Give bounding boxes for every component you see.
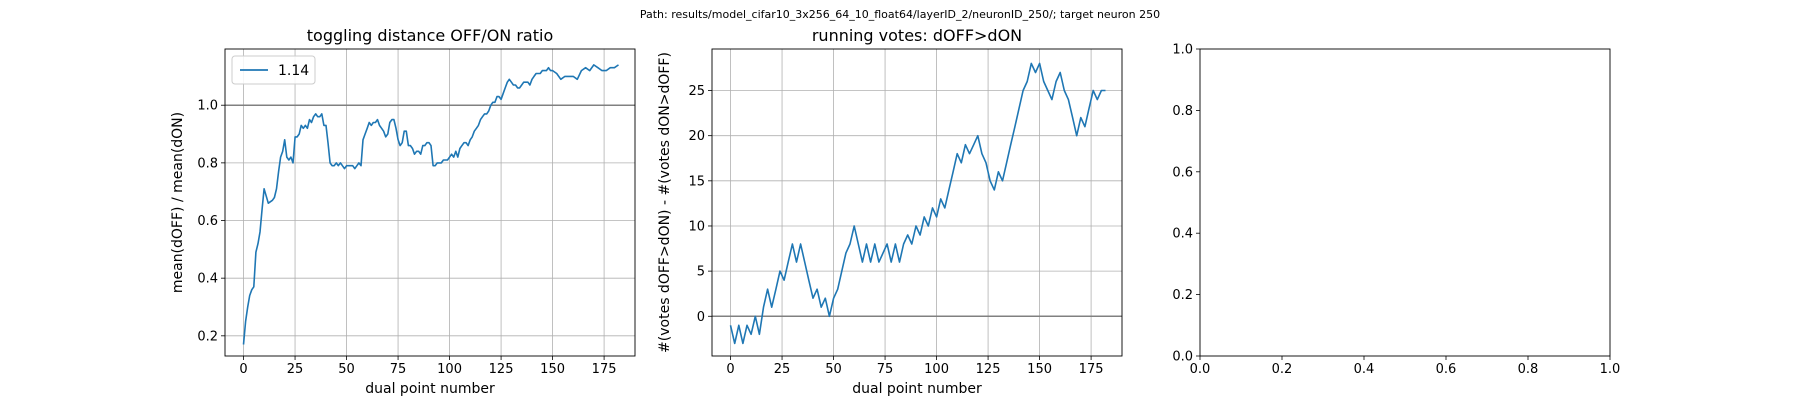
x-tick-label: 100 (924, 362, 949, 377)
x-tick-label: 100 (437, 362, 462, 377)
y-tick-label: 25 (688, 84, 705, 99)
x-tick-label: 0.0 (1190, 362, 1211, 377)
x-tick-label: 0 (726, 362, 734, 377)
y-tick-label: 0.6 (1172, 165, 1193, 180)
y-tick-label: 1.0 (1172, 43, 1193, 58)
series-line-1 (242, 64, 619, 345)
x-tick-label: 50 (338, 362, 355, 377)
x-tick-label: 75 (877, 362, 894, 377)
x-tick-label: 25 (287, 362, 304, 377)
legend-box (231, 55, 316, 85)
x-tick-label: 175 (592, 362, 617, 377)
chart-title: running votes: dOFF>dON (812, 26, 1022, 45)
y-tick-label: 0.4 (197, 272, 218, 287)
axes-frame (711, 48, 1123, 357)
x-tick-label: 0.8 (1518, 362, 1539, 377)
y-tick-label: 0.6 (197, 214, 218, 229)
x-tick-label: 75 (390, 362, 407, 377)
y-tick-label: 0.8 (197, 156, 218, 171)
y-tick-label: 5 (697, 265, 705, 280)
x-tick-label: 25 (774, 362, 791, 377)
x-axis-label: dual point number (852, 381, 982, 397)
y-axis-label: #(votes dOFF>dON) - #(votes dON>dOFF) (657, 52, 673, 353)
chart-legend: 1.14 (231, 55, 316, 85)
legend-label: 1.14 (278, 63, 309, 79)
y-tick-label: 0.0 (1172, 350, 1193, 365)
y-tick-label: 0.2 (1172, 288, 1193, 303)
y-tick-label: 20 (688, 129, 705, 144)
y-axis-label: mean(dOFF) / mean(dON) (170, 112, 186, 293)
chart-title: toggling distance OFF/ON ratio (307, 26, 553, 45)
chart-panel-2: 0 25 50 75 100 125 150 175 0 5 10 15 20 25 running vot… (657, 26, 1123, 397)
series-line-1 (729, 62, 1106, 345)
x-tick-label: 150 (540, 362, 565, 377)
x-tick-label: 0.6 (1436, 362, 1457, 377)
y-tick-label: 0 (697, 310, 705, 325)
chart-panel-3: 0.0 0.2 0.4 0.6 0.8 1.0 0.0 0.2 0.4 0.6 0.8 1.0 (1172, 43, 1620, 378)
axes-frame (224, 48, 636, 357)
x-tick-label: 0 (239, 362, 247, 377)
x-tick-label: 1.0 (1600, 362, 1621, 377)
x-tick-label: 0.4 (1354, 362, 1375, 377)
x-tick-label: 125 (976, 362, 1001, 377)
x-tick-label: 125 (489, 362, 514, 377)
y-tick-label: 15 (688, 174, 705, 189)
x-tick-label: 50 (825, 362, 842, 377)
x-axis-label: dual point number (365, 381, 495, 397)
y-tick-label: 1.0 (197, 99, 218, 114)
x-tick-label: 175 (1079, 362, 1104, 377)
y-tick-label: 0.4 (1172, 227, 1193, 242)
y-tick-label: 10 (688, 219, 705, 234)
y-tick-label: 0.8 (1172, 104, 1193, 119)
axes-frame (1199, 48, 1611, 357)
chart-panel-1: 0 25 50 75 100 125 150 175 0.2 0.4 0.6 0.8 1.0 toggli… (170, 26, 636, 397)
y-tick-label: 0.2 (197, 329, 218, 344)
figure-title: Path: results/model_cifar10_3x256_64_10_… (639, 8, 1161, 21)
x-tick-label: 150 (1027, 362, 1052, 377)
x-tick-label: 0.2 (1272, 362, 1293, 377)
